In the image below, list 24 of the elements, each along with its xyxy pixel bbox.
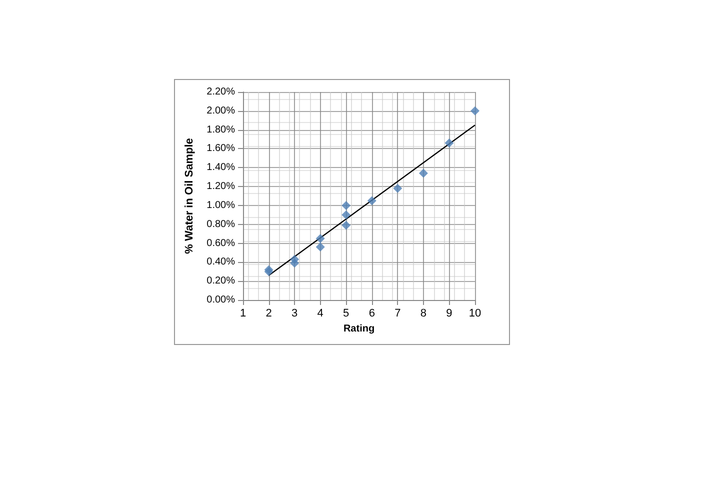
y-tick-label: 0.20% [206, 276, 236, 287]
y-tick-label: 1.80% [206, 124, 236, 136]
x-tick-label: 10 [468, 308, 482, 320]
y-tick-label: 2.20% [206, 86, 236, 98]
x-tick-label: 7 [394, 308, 401, 320]
y-tick-label: 2.00% [206, 105, 236, 116]
x-tick-label: 3 [291, 308, 298, 320]
x-tick-label: 9 [446, 308, 452, 320]
y-tick-label: 1.60% [206, 143, 236, 154]
y-tick-label: 0.00% [206, 294, 236, 306]
y-axis-title: % Water in Oil Sample [184, 138, 196, 254]
x-tick-label: 6 [368, 308, 375, 320]
y-tick-label: 1.40% [206, 162, 236, 174]
x-tick-label: 5 [343, 308, 350, 320]
y-tick-label: 1.00% [206, 200, 236, 211]
x-axis-title: Rating [343, 323, 375, 334]
y-tick-label: 0.60% [206, 238, 236, 249]
y-tick-label: 0.40% [206, 256, 236, 268]
x-tick-label: 1 [240, 308, 246, 320]
y-tick-label: 0.80% [206, 218, 236, 230]
x-tick-label: 4 [317, 308, 324, 320]
y-tick-label: 1.20% [206, 181, 236, 192]
x-tick-label: 2 [266, 308, 272, 320]
x-tick-label: 8 [420, 308, 427, 320]
